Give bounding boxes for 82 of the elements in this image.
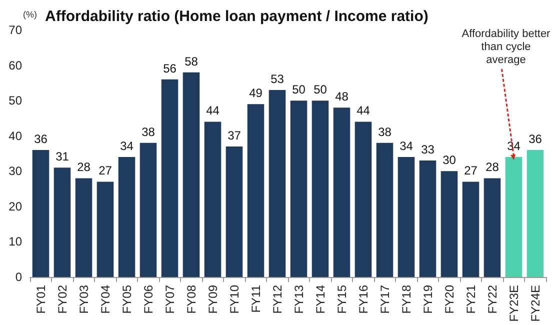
y-tick-label: 50 xyxy=(8,94,22,108)
x-tick-label: FY05 xyxy=(120,284,134,314)
data-label: 50 xyxy=(314,82,328,97)
x-tick-label: FY04 xyxy=(98,284,112,314)
data-label: 44 xyxy=(356,104,370,118)
bar xyxy=(440,171,458,277)
data-label: 31 xyxy=(56,150,70,164)
bar xyxy=(140,142,157,277)
x-tick-label: FY17 xyxy=(378,284,392,314)
x-tick-label: FY22 xyxy=(485,284,500,314)
bar xyxy=(161,79,178,277)
x-tick-label: FY21 xyxy=(464,284,478,314)
bar xyxy=(226,146,243,277)
bar xyxy=(54,168,71,277)
data-label: 27 xyxy=(464,164,478,178)
data-label: 36 xyxy=(528,132,542,146)
data-label: 28 xyxy=(77,160,91,174)
y-tick-label: 20 xyxy=(8,199,22,214)
y-tick-label: 10 xyxy=(8,234,22,249)
bar xyxy=(204,122,222,277)
x-tick-label: FY24E xyxy=(528,285,542,322)
x-tick-label: FY01 xyxy=(34,284,48,314)
bar xyxy=(376,142,394,277)
x-tick-label: FY03 xyxy=(76,284,91,314)
x-tick-label: FY09 xyxy=(206,284,220,314)
x-tick-label: FY23E xyxy=(506,285,521,322)
bar xyxy=(333,108,350,277)
y-tick-label: 70 xyxy=(8,23,22,37)
bar xyxy=(312,100,329,277)
x-tick-label: FY13 xyxy=(292,284,306,314)
bar xyxy=(96,182,114,277)
data-label: 53 xyxy=(270,72,284,86)
y-tick-label: 0 xyxy=(15,270,22,284)
y-tick-label: 60 xyxy=(8,58,22,72)
y-tick-label: 40 xyxy=(8,128,22,143)
x-tick-label: FY08 xyxy=(184,284,198,314)
x-tick-label: FY15 xyxy=(334,284,349,314)
bar xyxy=(398,157,415,277)
bar xyxy=(118,157,136,277)
bar xyxy=(462,182,480,277)
data-label: 27 xyxy=(98,164,112,178)
bar xyxy=(75,178,92,277)
data-label: 30 xyxy=(442,153,456,168)
x-tick-label: FY02 xyxy=(55,284,70,314)
data-label: 56 xyxy=(163,61,177,76)
x-tick-label: FY14 xyxy=(313,284,328,314)
bar xyxy=(247,104,264,277)
x-tick-label: FY10 xyxy=(227,284,242,314)
bar xyxy=(526,150,544,277)
data-label: 28 xyxy=(486,160,500,174)
data-label: 33 xyxy=(421,142,435,157)
data-label: 36 xyxy=(34,132,48,146)
bar xyxy=(32,150,50,277)
data-label: 38 xyxy=(378,124,392,139)
data-label: 34 xyxy=(120,139,134,154)
data-label: 58 xyxy=(184,54,198,68)
bar xyxy=(354,122,372,277)
x-tick-label: FY06 xyxy=(141,284,156,314)
bar xyxy=(290,100,308,277)
data-label: 50 xyxy=(292,82,306,97)
bar xyxy=(505,157,522,277)
x-tick-label: FY20 xyxy=(442,284,456,314)
annotation: Affordability better than cycle average xyxy=(460,28,552,67)
y-tick-label: 30 xyxy=(8,164,22,178)
chart-title: Affordability ratio (Home loan payment / Income ratio) xyxy=(45,8,428,25)
data-label: 38 xyxy=(142,124,156,139)
x-tick-label: FY19 xyxy=(420,284,435,314)
bar xyxy=(484,178,501,277)
data-label: 34 xyxy=(400,139,414,154)
x-tick-label: FY12 xyxy=(270,284,284,314)
x-tick-label: FY18 xyxy=(399,284,414,314)
data-label: 44 xyxy=(206,104,220,118)
x-tick-label: FY16 xyxy=(356,284,370,314)
bar xyxy=(268,90,286,277)
y-axis-title: (%) xyxy=(23,10,37,20)
x-tick-label: FY07 xyxy=(162,284,177,314)
bar xyxy=(419,160,436,277)
data-label: 37 xyxy=(228,128,242,142)
bar xyxy=(182,72,200,277)
data-label: 49 xyxy=(249,86,263,100)
data-label: 48 xyxy=(335,90,349,104)
x-tick-label: FY11 xyxy=(248,284,263,313)
